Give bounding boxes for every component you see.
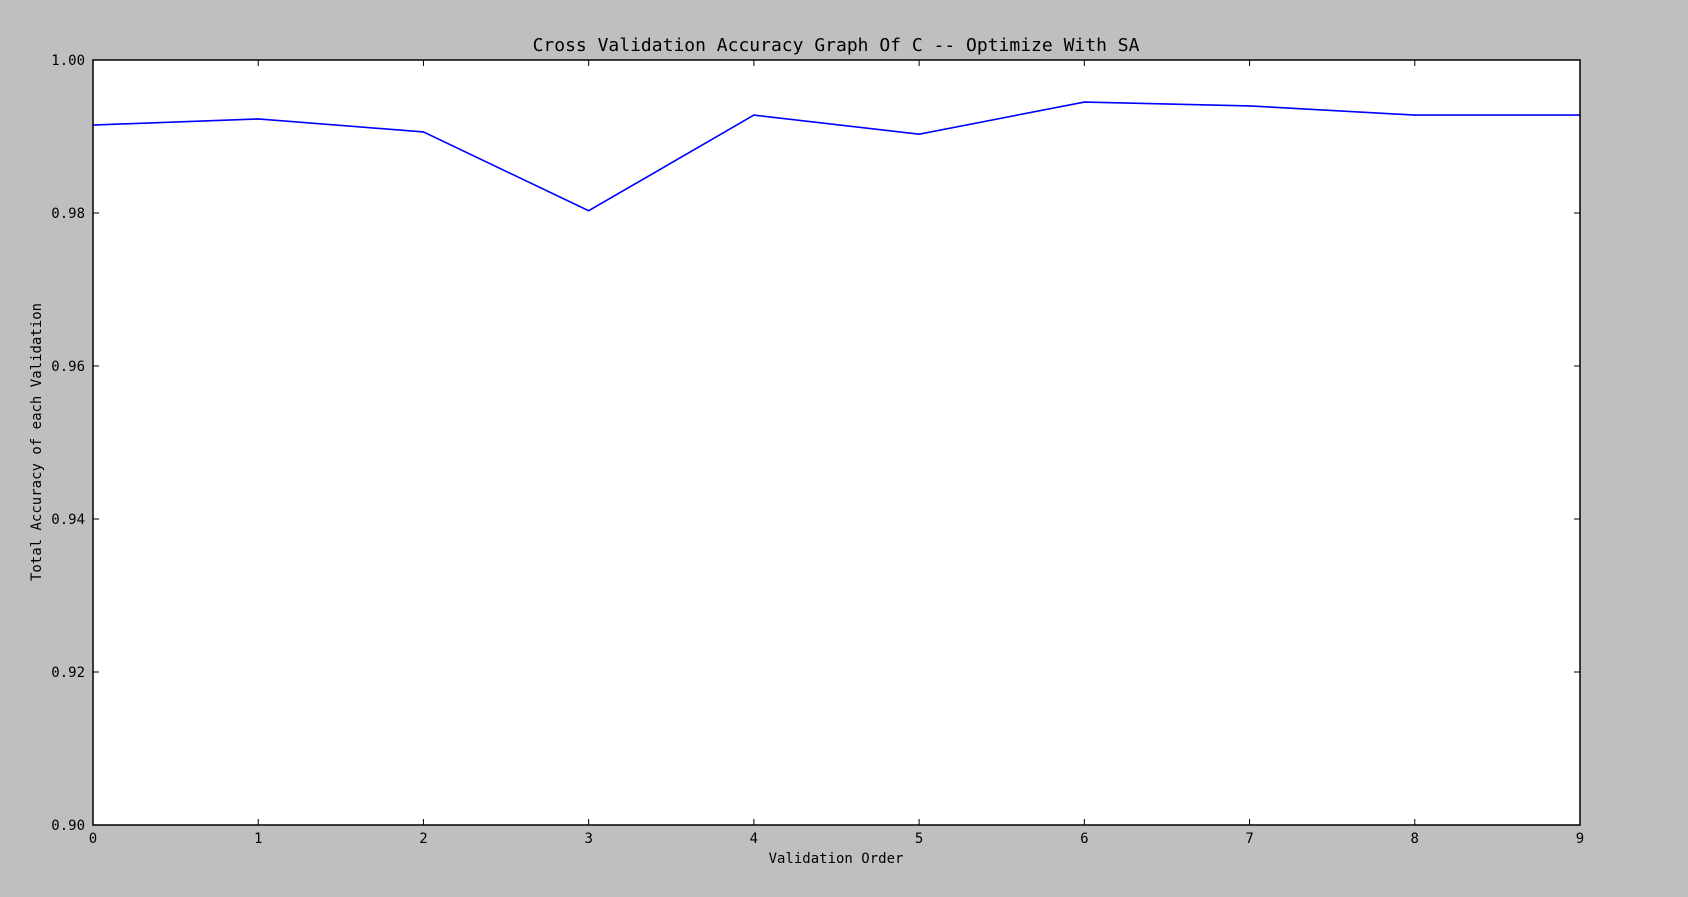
y-tick-label: 0.94: [51, 512, 85, 528]
y-tick-label: 0.96: [51, 359, 85, 375]
y-tick-labels: 0.90 0.92 0.94 0.96 0.98 1.00: [51, 53, 85, 834]
x-tick-labels: 0 1 2 3 4 5 6 7 8 9: [89, 831, 1584, 847]
chart-title: Cross Validation Accuracy Graph Of C -- …: [533, 35, 1140, 56]
x-tick-label: 0: [89, 831, 97, 847]
data-point: [257, 118, 260, 120]
x-tick-label: 3: [584, 831, 592, 847]
series-line-0: [92, 101, 1580, 212]
y-tick-label: 0.92: [51, 665, 85, 681]
data-point: [1413, 114, 1416, 116]
x-tick-label: 6: [1080, 831, 1088, 847]
data-point: [753, 114, 755, 116]
x-tick-label: 7: [1245, 831, 1253, 847]
x-tick-label: 1: [254, 831, 262, 847]
plot-area-frame: [92, 59, 1581, 826]
data-point: [918, 133, 920, 136]
data-point: [1248, 105, 1251, 107]
data-point: [422, 131, 425, 133]
x-tick-label: 4: [750, 831, 758, 847]
data-point: [1083, 101, 1086, 103]
tick-marks: [92, 59, 1581, 826]
x-tick-label: 2: [419, 831, 427, 847]
plot-area-background: [93, 60, 1580, 825]
y-tick-label: 0.98: [51, 206, 85, 222]
x-tick-label: 8: [1411, 831, 1419, 847]
data-point: [587, 209, 590, 212]
x-axis-title: Validation Order: [769, 851, 904, 867]
x-tick-label: 9: [1576, 831, 1584, 847]
y-tick-label: 1.00: [51, 53, 85, 69]
x-tick-label: 5: [915, 831, 923, 847]
y-axis-title: Total Accuracy of each Validation: [29, 303, 45, 581]
y-tick-label: 0.90: [51, 818, 85, 834]
